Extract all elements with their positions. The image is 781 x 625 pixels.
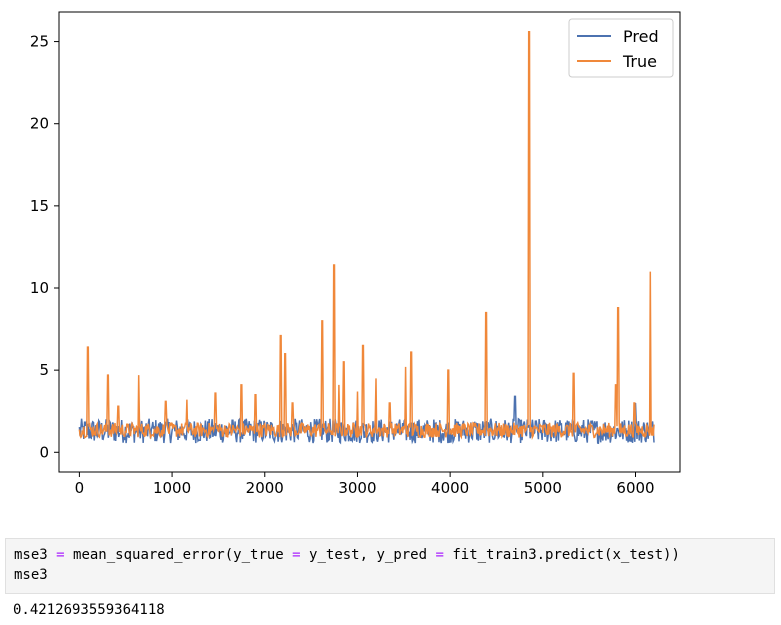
y-tick-label: 5 (39, 361, 49, 379)
x-tick-label: 2000 (246, 479, 284, 497)
y-tick-label: 10 (30, 279, 49, 297)
x-tick-label: 6000 (616, 479, 654, 497)
line-chart: 0 1000 2000 3000 4000 5000 6000 0 5 10 15 20 25 Pred T… (30, 11, 681, 497)
y-tick-label: 20 (30, 115, 49, 133)
legend-label-pred: Pred (623, 27, 659, 46)
plot-area (58, 11, 681, 473)
series-line-true (78, 30, 655, 441)
x-tick-label: 3000 (338, 479, 376, 497)
legend-label-true: True (622, 52, 657, 71)
x-tick-label: 1000 (153, 479, 191, 497)
output-text: 0.4212693559364118 (13, 602, 165, 618)
legend-box (568, 18, 674, 78)
y-tick-label: 25 (30, 33, 49, 51)
y-tick-label: 0 (39, 443, 49, 461)
code-line-2: mse3 (14, 567, 48, 583)
x-tick-label: 5000 (524, 479, 562, 497)
x-tick-label: 4000 (431, 479, 469, 497)
code-line-1: mse3 = mean_squared_error(y_true = y_tes… (14, 547, 680, 563)
code-cell[interactable]: mse3 = mean_squared_error(y_true = y_tes… (5, 538, 775, 594)
x-tick-label: 0 (75, 479, 85, 497)
y-tick-label: 15 (30, 197, 49, 215)
